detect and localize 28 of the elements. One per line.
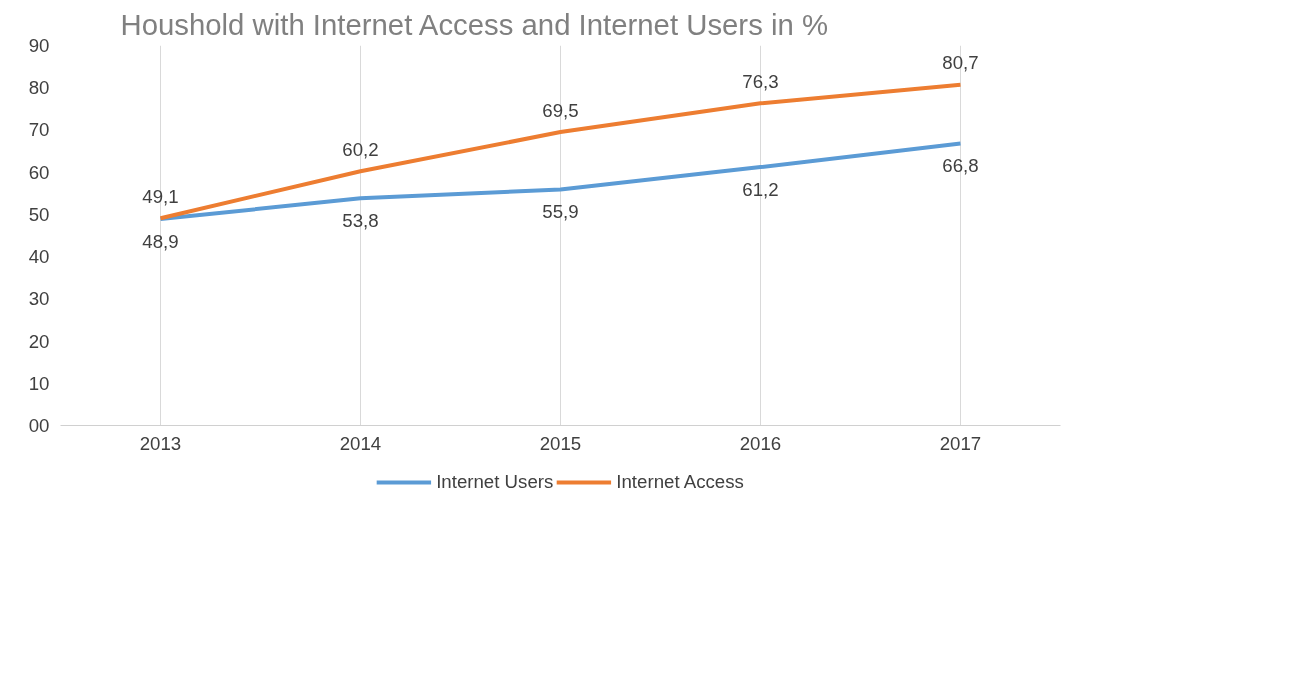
- data-label: 60,2: [342, 138, 379, 160]
- y-tick-label: 70: [28, 119, 50, 141]
- data-label: 55,9: [542, 200, 579, 222]
- data-label: 69,5: [542, 99, 579, 121]
- legend-label: Internet Access: [616, 471, 744, 493]
- data-label: 76,3: [742, 70, 779, 92]
- chart-title: Houshold with Internet Access and Internet Users in %: [120, 7, 828, 41]
- y-tick-label: 20: [28, 330, 50, 352]
- data-label: 53,8: [342, 209, 379, 231]
- y-tick-label: 10: [28, 372, 50, 394]
- data-label: 80,7: [942, 52, 979, 74]
- data-label: 66,8: [942, 154, 979, 176]
- legend-label: Internet Users: [436, 471, 554, 493]
- x-tick-label: 2013: [139, 432, 182, 454]
- data-label: 48,9: [142, 230, 179, 252]
- x-tick-label: 2014: [339, 432, 382, 454]
- y-tick-label: 90: [28, 35, 50, 56]
- x-tick-label: 2016: [739, 432, 782, 454]
- y-tick-label: 60: [28, 161, 50, 183]
- y-tick-label: 80: [28, 77, 50, 99]
- y-tick-label: 40: [28, 246, 50, 268]
- y-tick-label: 00: [28, 415, 50, 436]
- y-tick-label: 50: [28, 203, 50, 225]
- x-tick-label: 2017: [939, 432, 982, 454]
- y-tick-label: 30: [28, 288, 50, 310]
- data-label: 61,2: [742, 178, 779, 200]
- data-label: 49,1: [142, 185, 179, 207]
- x-tick-label: 2015: [539, 432, 582, 454]
